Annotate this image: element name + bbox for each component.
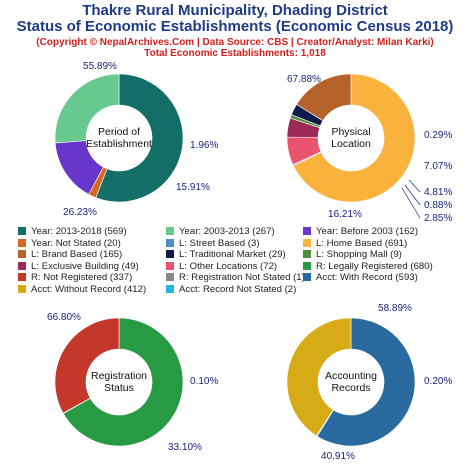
slice-percent-label: 16.21% (328, 209, 362, 220)
legend-label: L: Traditional Market (29) (179, 249, 286, 261)
slice-percent-label: 0.20% (424, 376, 452, 387)
slice-percent-label: 2.85% (424, 213, 452, 224)
legend-item: L: Brand Based (165) (18, 249, 122, 260)
legend-item: L: Traditional Market (29) (166, 249, 286, 260)
donut-center-label: Establishment (86, 138, 152, 150)
label-leader-line (401, 187, 421, 219)
legend-item: R: Legally Registered (680) (303, 261, 433, 272)
legend-item: L: Exclusive Building (49) (18, 261, 139, 272)
legend-item: L: Home Based (691) (303, 238, 407, 249)
legend-swatch (18, 261, 26, 270)
legend-label: L: Brand Based (165) (31, 249, 123, 261)
slice-percent-label: 55.89% (83, 61, 117, 72)
legend: Year: 2013-2018 (569) Year: 2003-2013 (26… (18, 226, 468, 296)
donut-center-label: Period of (98, 126, 140, 138)
legend-item: R: Registration Not Stated (1) (166, 272, 305, 283)
legend-swatch (18, 250, 26, 259)
legend-item: Acct: Record Not Stated (2) (166, 284, 296, 295)
legend-item: Year: Before 2003 (162) (303, 226, 418, 237)
slice-percent-label: 26.23% (63, 207, 97, 218)
legend-label: R: Not Registered (337) (31, 272, 133, 284)
legend-item: Year: 2003-2013 (267) (166, 226, 275, 237)
legend-swatch (166, 250, 174, 259)
donut-hole (318, 105, 384, 171)
legend-row: R: Not Registered (337) R: Registration N… (18, 272, 468, 284)
legend-label: L: Other Locations (72) (179, 260, 278, 272)
legend-swatch (303, 273, 311, 282)
legend-label: Year: 2013-2018 (569) (31, 226, 127, 237)
slice-percent-label: 66.80% (47, 312, 81, 323)
copyright-note: (Copyright © NepalArchives.Com | Data So… (36, 37, 434, 48)
slice-percent-label: 40.91% (321, 451, 355, 462)
donut-hole (318, 349, 384, 415)
legend-row: Year: 2013-2018 (569) Year: 2003-2013 (26… (18, 226, 468, 238)
legend-label: L: Home Based (691) (316, 237, 408, 249)
slice-percent-label: 15.91% (176, 182, 210, 193)
legend-label: R: Registration Not Stated (1) (179, 272, 305, 284)
legend-swatch (18, 284, 26, 293)
legend-item: Acct: With Record (593) (303, 272, 418, 283)
donut-hole (86, 349, 152, 415)
legend-item: L: Shopping Mall (9) (303, 249, 402, 260)
legend-swatch (166, 261, 174, 270)
legend-label: Acct: Without Record (412) (31, 283, 147, 295)
legend-row: L: Exclusive Building (49) L: Other Locat… (18, 261, 468, 273)
legend-swatch (166, 238, 174, 247)
legend-label: Year: 2003-2013 (267) (179, 226, 275, 237)
legend-label: L: Street Based (3) (179, 237, 260, 249)
donut-center-label: Status (104, 382, 134, 394)
slice-percent-label: 67.88% (287, 74, 321, 85)
donut-hole (86, 105, 152, 171)
legend-label: Year: Before 2003 (162) (316, 226, 419, 237)
slice-percent-label: 58.89% (378, 303, 412, 314)
donut-center-label: Accounting (325, 370, 377, 382)
legend-swatch (303, 238, 311, 247)
legend-label: L: Shopping Mall (9) (316, 249, 402, 261)
legend-swatch (166, 284, 174, 293)
slice-percent-label: 0.29% (424, 130, 452, 141)
legend-item: L: Street Based (3) (166, 238, 260, 249)
legend-swatch (303, 261, 311, 270)
slice-percent-label: 7.07% (424, 161, 452, 172)
legend-item: Year: 2013-2018 (569) (18, 226, 127, 237)
label-leader-line (404, 184, 421, 206)
slice-percent-label: 4.81% (424, 187, 452, 198)
legend-swatch (18, 273, 26, 282)
donut-slice-l-brand-based (296, 73, 352, 122)
legend-row: Year: Not Stated (20) L: Street Based (3)… (18, 238, 468, 250)
legend-item: R: Not Registered (337) (18, 272, 132, 283)
legend-swatch (18, 227, 26, 235)
legend-swatch (166, 227, 174, 235)
legend-swatch (166, 273, 174, 282)
legend-item: Year: Not Stated (20) (18, 238, 121, 249)
legend-label: Acct: Record Not Stated (2) (179, 283, 297, 295)
legend-item: L: Other Locations (72) (166, 261, 277, 272)
label-leader-line (408, 179, 421, 193)
legend-label: Year: Not Stated (20) (31, 237, 121, 249)
legend-swatch (303, 227, 311, 235)
donut-center-label: Records (331, 382, 370, 394)
chart-title-line1: Thakre Rural Municipality, Dhading Distr… (82, 2, 388, 19)
slice-percent-label: 0.10% (190, 376, 218, 387)
legend-item: Acct: Without Record (412) (18, 284, 146, 295)
legend-label: Acct: With Record (593) (316, 272, 418, 284)
donut-center-label: Physical (331, 126, 370, 138)
donut-center-label: Registration (91, 370, 147, 382)
slice-percent-label: 0.88% (424, 200, 452, 211)
legend-swatch (18, 238, 26, 247)
total-establishments: Total Economic Establishments: 1,018 (144, 48, 326, 59)
chart-title-line2: Status of Economic Establishments (Econo… (16, 18, 454, 35)
donut-center-label: Location (331, 138, 371, 150)
slice-percent-label: 1.96% (190, 140, 218, 151)
legend-swatch (303, 250, 311, 259)
legend-row: L: Brand Based (165) L: Traditional Marke… (18, 249, 468, 261)
legend-label: L: Exclusive Building (49) (31, 260, 139, 272)
slice-percent-label: 33.10% (168, 442, 202, 453)
legend-row: Acct: Without Record (412) Acct: Record N… (18, 284, 468, 296)
legend-label: R: Legally Registered (680) (316, 260, 433, 272)
